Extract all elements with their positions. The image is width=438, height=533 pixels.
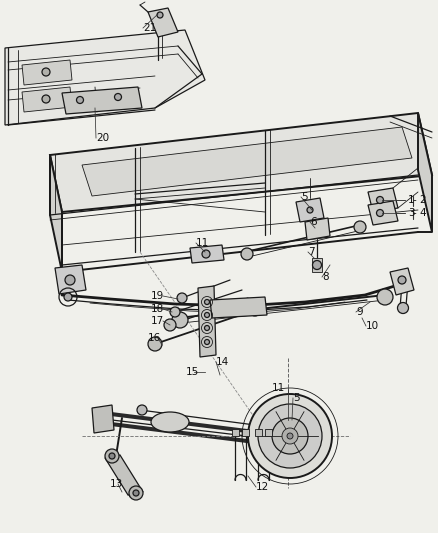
Circle shape [205,326,209,330]
Text: 19: 19 [151,291,164,301]
Circle shape [307,207,313,213]
Polygon shape [92,405,114,433]
Polygon shape [55,265,86,294]
Polygon shape [265,429,272,436]
Text: 20: 20 [96,133,109,143]
Text: 18: 18 [151,304,164,314]
Circle shape [109,453,115,459]
Text: 16: 16 [148,333,161,343]
Circle shape [398,303,409,313]
Circle shape [114,93,121,101]
Circle shape [42,95,50,103]
Circle shape [258,404,322,468]
Text: 5: 5 [293,393,300,403]
Circle shape [42,68,50,76]
Text: 13: 13 [110,479,123,489]
Circle shape [312,261,321,270]
Polygon shape [148,8,178,37]
Text: 5: 5 [301,192,307,202]
Text: - 4: - 4 [413,208,427,218]
Circle shape [248,394,332,478]
Text: 1: 1 [408,195,415,205]
Circle shape [249,304,261,316]
Polygon shape [62,87,142,114]
Circle shape [377,289,393,305]
Text: - 2: - 2 [413,195,427,205]
Polygon shape [22,87,72,112]
Text: 21: 21 [143,23,156,33]
Text: 11: 11 [196,238,209,248]
Circle shape [148,337,162,351]
Polygon shape [305,218,330,240]
Text: 17: 17 [151,316,164,326]
Text: 8: 8 [322,272,328,282]
Polygon shape [22,60,72,85]
Text: 3: 3 [408,208,415,218]
Circle shape [172,312,188,328]
Circle shape [157,12,163,18]
Polygon shape [368,201,398,225]
Circle shape [64,293,72,301]
Circle shape [133,490,139,496]
Polygon shape [105,455,143,495]
Polygon shape [368,188,398,212]
Circle shape [354,221,366,233]
Polygon shape [210,297,267,318]
Text: 9: 9 [356,307,363,317]
Ellipse shape [151,412,189,432]
Polygon shape [82,127,412,196]
Circle shape [287,433,293,439]
Polygon shape [198,286,216,357]
Polygon shape [390,268,414,295]
Polygon shape [296,198,324,222]
Polygon shape [5,30,205,125]
Text: 14: 14 [216,357,229,367]
Circle shape [105,449,119,463]
Polygon shape [232,429,239,436]
Circle shape [272,418,308,454]
Text: 6: 6 [310,217,317,227]
Circle shape [241,248,253,260]
Circle shape [170,307,180,317]
Text: 15: 15 [186,367,199,377]
Circle shape [205,300,209,304]
Circle shape [65,275,75,285]
Circle shape [377,197,384,204]
Circle shape [377,209,384,216]
Circle shape [205,312,209,318]
Circle shape [77,96,84,103]
Text: 12: 12 [256,482,269,492]
Circle shape [202,250,210,258]
Polygon shape [190,245,224,263]
Text: 11: 11 [272,383,285,393]
Text: 7: 7 [308,247,314,257]
Circle shape [129,486,143,500]
Circle shape [205,340,209,344]
Polygon shape [418,113,432,232]
Polygon shape [50,113,432,212]
Circle shape [177,293,187,303]
Polygon shape [312,258,322,272]
Circle shape [398,276,406,284]
Circle shape [282,428,298,444]
Text: 10: 10 [366,321,379,331]
Polygon shape [50,155,62,272]
Circle shape [137,405,147,415]
Circle shape [164,319,176,331]
Polygon shape [255,429,262,436]
Polygon shape [242,429,249,436]
